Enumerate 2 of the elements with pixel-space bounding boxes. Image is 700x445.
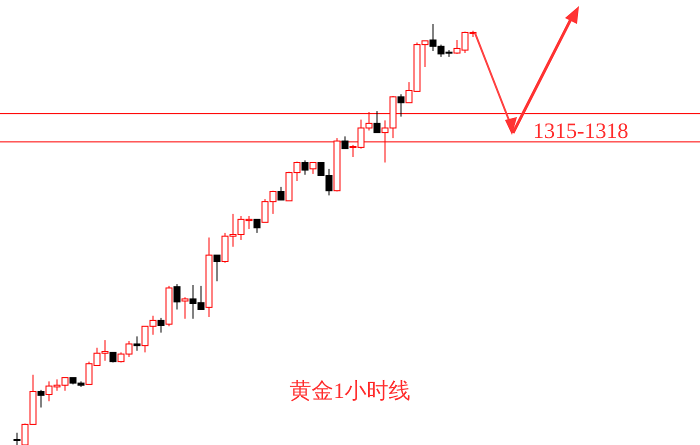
text: 黄金1小时线 [290,378,410,403]
annotation: 1315-1318 [533,118,628,143]
